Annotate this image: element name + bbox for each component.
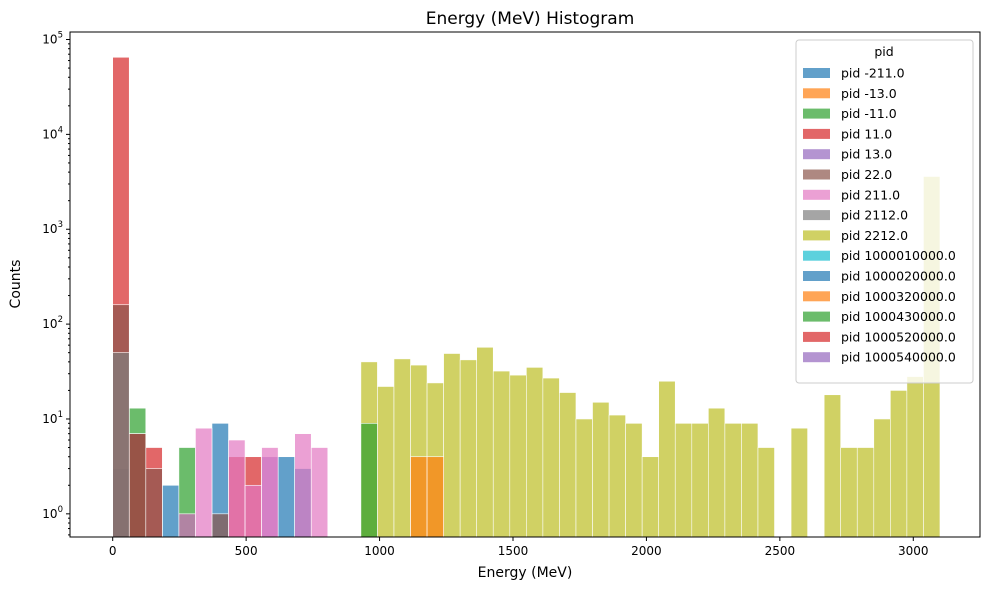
- legend-label: pid 13.0: [841, 147, 892, 162]
- bar-pid-1000430000_0-930: [360, 423, 378, 538]
- bar-pid-2212_0-1240: [443, 353, 461, 538]
- x-tick-label: 2500: [765, 544, 796, 558]
- y-tick-label: 100: [42, 505, 63, 521]
- y-tick-label: 102: [42, 315, 63, 331]
- legend-swatch: [803, 189, 830, 200]
- legend: pid pid -211.0 pid -13.0 pid -11.0 pid 11.0…: [795, 39, 974, 384]
- legend-swatch: [803, 169, 830, 180]
- bar-pid-2212_0-1054: [393, 358, 411, 538]
- legend-label: pid 1000020000.0: [841, 269, 956, 284]
- bar-pid-2212_0-1984: [641, 456, 659, 538]
- legend-swatch: [803, 149, 830, 160]
- legend-swatch: [803, 271, 830, 281]
- x-tick-label: 1000: [364, 544, 395, 558]
- bar-pid-2212_0-2356: [741, 423, 759, 538]
- bar-pid--211_0-620: [277, 456, 295, 538]
- bar-pid-2212_0-2542: [790, 427, 808, 538]
- y-axis: 100 101 102 103 104 105: [42, 31, 70, 536]
- x-tick-label: 3000: [898, 544, 929, 558]
- y-tick-label: 105: [42, 31, 63, 47]
- bar-pid-2212_0-2666: [823, 394, 841, 538]
- bar-pid-211_0-682: [294, 433, 312, 538]
- bar-pid-2212_0-1488: [509, 374, 527, 538]
- bar-pid-211_0-558: [261, 447, 279, 538]
- legend-label: pid 211.0: [841, 187, 900, 202]
- x-axis-label: Energy (MeV): [478, 565, 573, 581]
- legend-swatch: [803, 88, 830, 99]
- bar-pid-2212_0-1426: [492, 370, 511, 538]
- legend-box: [795, 39, 974, 384]
- bar-pid-2212_0-2170: [691, 423, 709, 538]
- legend-swatch: [803, 352, 830, 363]
- bar-pid-2212_0-2976: [906, 376, 924, 538]
- legend-swatch: [803, 311, 830, 322]
- bar-pid-211_0-310: [195, 427, 213, 538]
- legend-label: pid 11.0: [841, 126, 892, 141]
- x-tick-label: 0: [109, 544, 117, 558]
- bar-pid-2212_0-2852: [873, 418, 891, 538]
- chart-title: Energy (MeV) Histogram: [426, 9, 635, 29]
- legend-label: pid -211.0: [841, 66, 905, 81]
- legend-swatch: [803, 331, 830, 342]
- bar-pid-2212_0-1302: [459, 359, 477, 538]
- y-tick-label: 103: [42, 220, 63, 236]
- plot-frame: [69, 31, 981, 538]
- y-tick-label: 101: [42, 410, 63, 426]
- bar-pid-2212_0-2418: [757, 447, 775, 538]
- bar-pid-2212_0-1612: [542, 377, 560, 538]
- bar-pid-2212_0-1364: [476, 346, 494, 538]
- legend-label: pid 2212.0: [841, 228, 908, 243]
- bar-pid-2212_0-1550: [526, 367, 544, 538]
- legend-swatch: [803, 108, 830, 119]
- bar-pid-1000320000_0-1178: [426, 456, 444, 538]
- bar-pid-2212_0-2728: [840, 447, 858, 538]
- legend-label: pid -13.0: [841, 86, 897, 101]
- bar-pid-2212_0-2232: [708, 407, 726, 538]
- bar-pid-2212_0-2046: [658, 380, 676, 538]
- legend-swatch: [803, 210, 830, 221]
- legend-label: pid 22.0: [841, 167, 892, 182]
- legend-swatch: [803, 230, 830, 241]
- bar-pid-2212_0-2914: [890, 390, 908, 538]
- y-tick-label: 104: [42, 125, 63, 141]
- bar-pid-22_0-62: [128, 433, 147, 538]
- legend-label: pid -11.0: [841, 106, 897, 121]
- bar-pid-22_0-372: [211, 513, 229, 538]
- bar-pid-211_0-248: [178, 513, 196, 538]
- y-axis-label: Counts: [8, 260, 24, 309]
- bar-pid-211_0-496: [244, 484, 262, 538]
- legend-label: pid 1000430000.0: [841, 309, 956, 324]
- bar-pid-2212_0-2108: [674, 423, 693, 538]
- x-axis: 0 500 1000 1500 2000 2500 3000: [109, 537, 929, 558]
- legend-label: pid 1000010000.0: [841, 248, 956, 263]
- legend-label: pid 1000520000.0: [841, 329, 956, 344]
- bar-pid-2212_0-1860: [608, 414, 626, 538]
- legend-label: pid 2112.0: [841, 208, 908, 223]
- x-tick-label: 1500: [498, 544, 529, 558]
- x-tick-label: 500: [235, 544, 258, 558]
- bar-pid-2212_0-1922: [625, 423, 643, 538]
- x-tick-label: 2000: [631, 544, 662, 558]
- bar-pid-2212_0-1736: [575, 418, 593, 538]
- bar-pid-1000320000_0-1116: [410, 456, 428, 538]
- legend-label: pid 1000540000.0: [841, 350, 956, 365]
- bar-pid-2112_0-0: [112, 352, 130, 538]
- bar-pid-2212_0-2790: [856, 447, 875, 538]
- bar-pid--211_0-186: [162, 484, 180, 538]
- legend-swatch: [803, 250, 830, 261]
- legend-swatch: [803, 68, 830, 78]
- bar-pid-2212_0-1674: [559, 392, 577, 538]
- bar-pid-211_0-434: [228, 439, 246, 538]
- legend-title: pid: [874, 44, 893, 59]
- bar-pid-2212_0-992: [377, 386, 395, 538]
- legend-label: pid 1000320000.0: [841, 289, 956, 304]
- bar-pid-2212_0-1798: [592, 401, 610, 538]
- legend-swatch: [803, 128, 830, 139]
- bar-pid-2212_0-2294: [724, 423, 742, 538]
- bar-pid-211_0-744: [310, 447, 329, 538]
- bar-pid-22_0-124: [145, 468, 163, 538]
- legend-swatch: [803, 291, 830, 302]
